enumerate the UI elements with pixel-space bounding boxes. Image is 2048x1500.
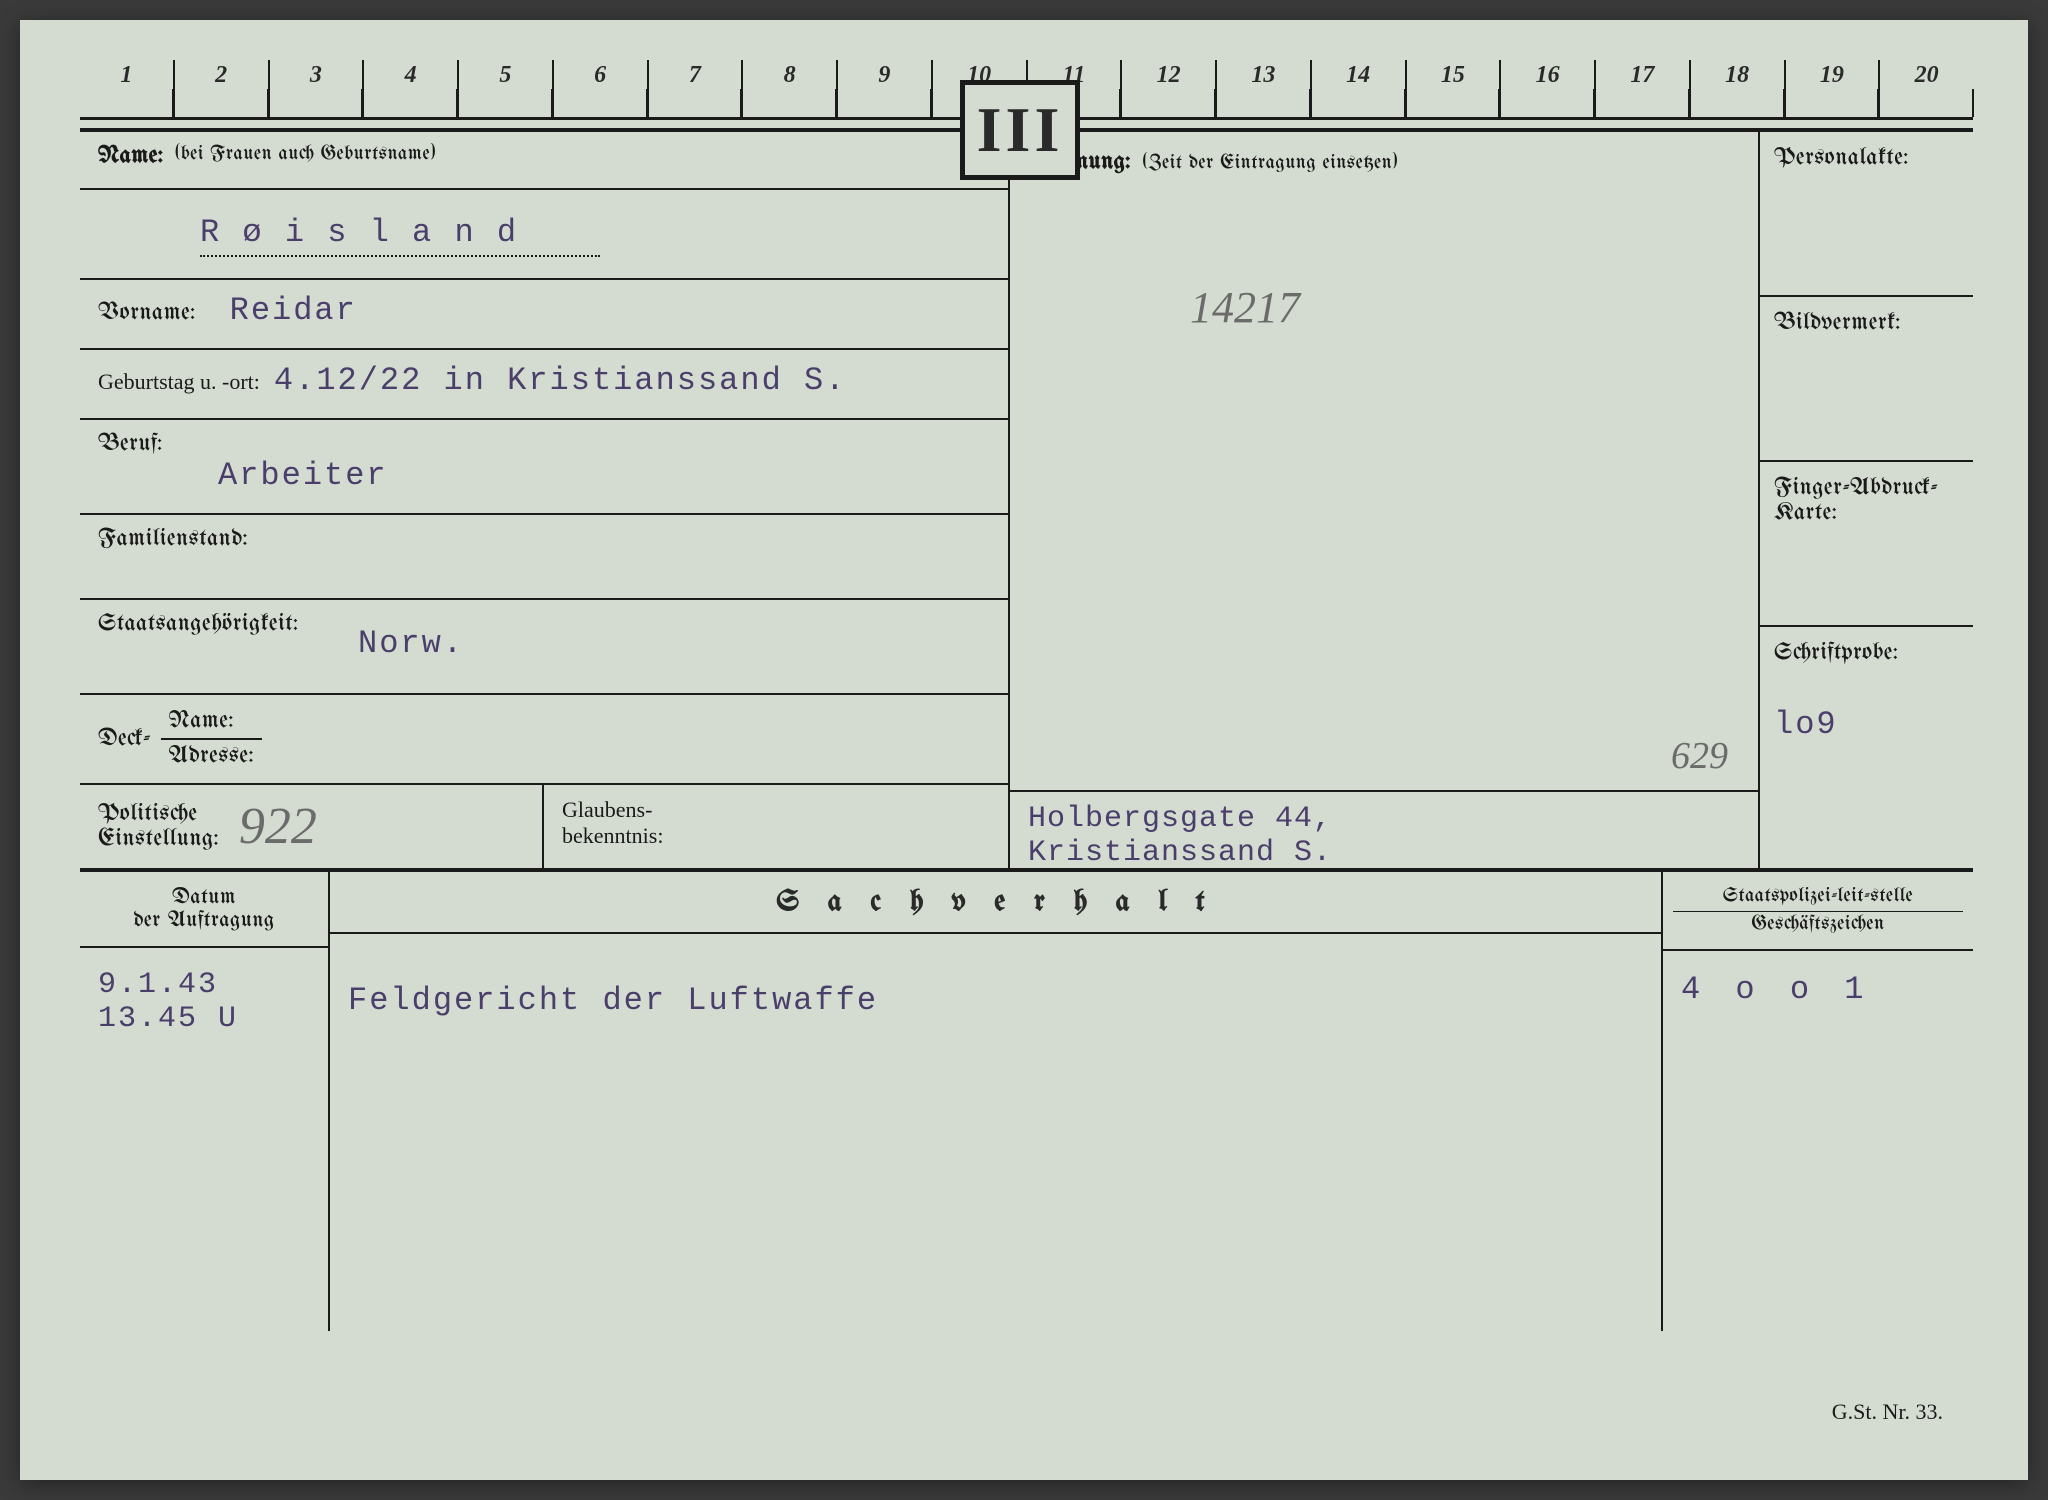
- sach-body: Feldgericht der Luftwaffe: [348, 982, 1643, 1019]
- staat-field: Staatsangehörigkeit: Norw.: [80, 600, 1008, 695]
- glaube-label2: bekenntnis:: [562, 823, 990, 849]
- schrift-value: lo9: [1774, 706, 1959, 743]
- main-grid: Name: (bei Frauen auch Geburtsname) R ø …: [80, 128, 1973, 868]
- finger-label1: Finger-Abdruck-: [1774, 476, 1959, 501]
- vorname-value: Reidar: [230, 292, 357, 329]
- glaube-label1: Glaubens-: [562, 797, 990, 823]
- polit-label1: Politische: [98, 802, 219, 827]
- roman-numeral: III: [977, 93, 1064, 167]
- polit-value: 922: [239, 797, 317, 856]
- ruler-tick: 3: [270, 60, 365, 117]
- personalakte-label: Personalakte:: [1774, 146, 1909, 171]
- famstand-field: Familienstand:: [80, 515, 1008, 600]
- schrift-label: Schriftprobe:: [1774, 641, 1959, 666]
- ruler-tick: 5: [459, 60, 554, 117]
- glaube-field: Glaubens- bekenntnis:: [544, 785, 1008, 868]
- stapo-code: 4 o o 1: [1681, 971, 1955, 1008]
- name-field: Name: (bei Frauen auch Geburtsname): [80, 132, 1008, 190]
- ruler-tick: 12: [1122, 60, 1217, 117]
- ruler-tick: 9: [838, 60, 933, 117]
- polit-label2: Einstellung:: [98, 827, 219, 852]
- staat-label: Staatsangehörigkeit:: [98, 612, 990, 637]
- sach-header: S a c h v e r h a l t: [330, 872, 1661, 934]
- surname-value: R ø i s l a n d: [200, 214, 600, 257]
- famstand-label: Familienstand:: [98, 527, 248, 552]
- ruler-tick: 2: [175, 60, 270, 117]
- form-number: G.St. Nr. 33.: [1832, 1399, 1943, 1425]
- datum-label1: Datum: [90, 886, 318, 909]
- lower-section: Datum der Auftragung 9.1.43 13.45 U S a …: [80, 868, 1973, 1331]
- name-label: Name:: [98, 144, 163, 169]
- handwritten-number-side: 629: [1671, 734, 1728, 778]
- stapo-label2: Geschäftszeichen: [1673, 911, 1963, 935]
- ruler-tick: 7: [649, 60, 744, 117]
- lower-col-sach: S a c h v e r h a l t Feldgericht der Lu…: [330, 872, 1663, 1331]
- geburt-label: Geburtstag u. -ort:: [98, 369, 260, 394]
- ruler-tick: 4: [364, 60, 459, 117]
- middle-column: Wohnung: (Zeit der Eintragung einsetzen)…: [1010, 132, 1760, 868]
- staat-value: Norw.: [358, 625, 464, 662]
- deck-stack: Name: Adresse:: [161, 705, 262, 773]
- stapo-label1: Staatspolizei-leit-stelle: [1673, 886, 1963, 907]
- schrift-field: Schriftprobe: lo9: [1760, 627, 1973, 757]
- stapo-header: Staatspolizei-leit-stelle Geschäftszeich…: [1663, 872, 1973, 951]
- date-line1: 9.1.43: [98, 968, 310, 1002]
- record-card: III 1 2 3 4 5 6 7 8 9 10 11 12 13 14 15 …: [20, 20, 2028, 1480]
- polit-glaube-row: Politische Einstellung: 922 Glaubens- be…: [80, 785, 1008, 868]
- beruf-label: Beruf:: [98, 432, 990, 457]
- deck-adresse-label: Adresse:: [161, 740, 262, 773]
- roman-numeral-box: III: [960, 80, 1080, 180]
- ruler-tick: 20: [1880, 60, 1973, 117]
- polit-field: Politische Einstellung: 922: [80, 785, 544, 868]
- ruler-tick: 18: [1691, 60, 1786, 117]
- finger-field: Finger-Abdruck- Karte:: [1760, 462, 1973, 627]
- ruler-tick: 17: [1596, 60, 1691, 117]
- ruler-tick: 15: [1407, 60, 1502, 117]
- bildvermerk-field: Bildvermerk:: [1760, 297, 1973, 462]
- geburt-value: 4.12/22 in Kristianssand S.: [274, 362, 846, 399]
- left-column: Name: (bei Frauen auch Geburtsname) R ø …: [80, 132, 1010, 868]
- datum-content: 9.1.43 13.45 U: [80, 948, 328, 1328]
- datum-header: Datum der Auftragung: [80, 872, 328, 948]
- bildvermerk-label: Bildvermerk:: [1774, 311, 1901, 336]
- date-line2: 13.45 U: [98, 1002, 310, 1036]
- ruler-tick: 19: [1786, 60, 1881, 117]
- ruler-tick: 1: [80, 60, 175, 117]
- address-line2: Kristianssand S.: [1028, 836, 1740, 870]
- deck-field: Deck- Name: Adresse:: [80, 695, 1008, 785]
- ruler-tick: 16: [1501, 60, 1596, 117]
- surname-field: R ø i s l a n d: [80, 190, 1008, 280]
- geburt-field: Geburtstag u. -ort: 4.12/22 in Kristians…: [80, 350, 1008, 420]
- right-column: Personalakte: Bildvermerk: Finger-Abdruc…: [1760, 132, 1973, 868]
- address-line1: Holbergsgate 44,: [1028, 802, 1740, 836]
- name-sublabel: (bei Frauen auch Geburtsname): [175, 144, 435, 165]
- ruler-tick: 6: [554, 60, 649, 117]
- ruler-tick: 14: [1312, 60, 1407, 117]
- datum-label2: der Auftragung: [90, 909, 318, 932]
- vorname-field: Vorname: Reidar: [80, 280, 1008, 350]
- handwritten-number-top: 14217: [1190, 282, 1300, 333]
- deck-label: Deck-: [98, 727, 151, 752]
- wohnung-header: Wohnung: (Zeit der Eintragung einsetzen): [1010, 132, 1758, 193]
- beruf-value: Arbeiter: [218, 457, 990, 494]
- finger-label2: Karte:: [1774, 501, 1959, 526]
- beruf-field: Beruf: Arbeiter: [80, 420, 1008, 515]
- ruler-tick: 8: [743, 60, 838, 117]
- deck-name-label: Name:: [161, 705, 262, 740]
- lower-col-datum: Datum der Auftragung 9.1.43 13.45 U: [80, 872, 330, 1331]
- lower-col-stapo: Staatspolizei-leit-stelle Geschäftszeich…: [1663, 872, 1973, 1331]
- sach-content: Feldgericht der Luftwaffe: [330, 934, 1661, 1314]
- stapo-content: 4 o o 1: [1663, 951, 1973, 1331]
- vorname-label: Vorname:: [98, 301, 196, 326]
- personalakte-field: Personalakte:: [1760, 132, 1973, 297]
- wohnung-address: Holbergsgate 44, Kristianssand S.: [1010, 790, 1758, 868]
- wohnung-sublabel: (Zeit der Eintragung einsetzen): [1143, 153, 1398, 174]
- ruler-tick: 13: [1217, 60, 1312, 117]
